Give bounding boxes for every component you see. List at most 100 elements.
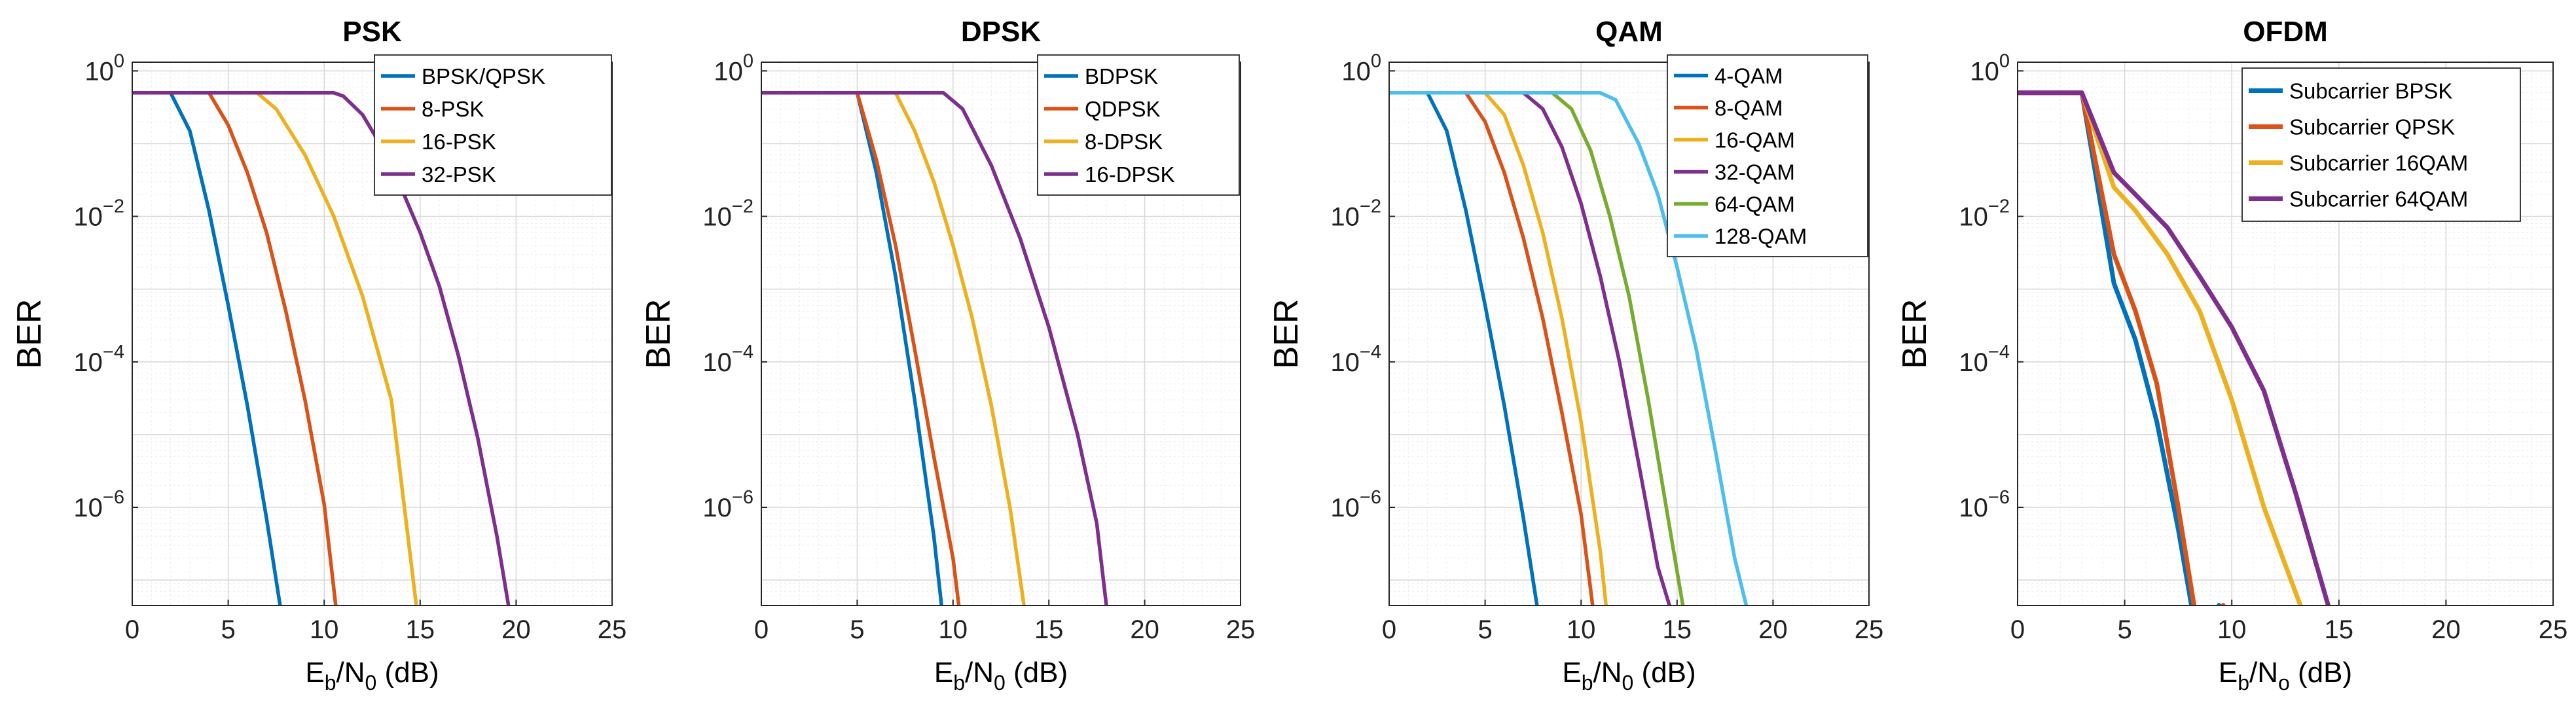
legend-entry: 16-PSK <box>422 130 496 154</box>
x-tick-label: 0 <box>754 615 769 644</box>
y-tick-label: 10−2 <box>1330 196 1381 232</box>
axes-box <box>761 62 1241 606</box>
x-tick-label: 25 <box>1226 615 1256 644</box>
y-tick-label: 100 <box>714 50 753 86</box>
y-axis-label: BER <box>1267 299 1305 369</box>
x-tick-label: 15 <box>2325 615 2354 644</box>
legend-entry: Subcarrier QPSK <box>2289 115 2455 139</box>
legend: Subcarrier BPSK Subcarrier QPSK Subcarrier… <box>2241 67 2521 222</box>
y-tick-label: 100 <box>84 50 124 86</box>
x-tick-label: 25 <box>2539 615 2568 644</box>
legend-entry: BDPSK <box>1085 64 1158 88</box>
series-line-bpsk-qpsk <box>132 91 282 606</box>
y-tick-label: 100 <box>1970 50 2010 86</box>
legend-entry: Subcarrier BPSK <box>2289 79 2452 103</box>
y-tick-label: 10−4 <box>1330 342 1381 377</box>
legend-entry: 64-QAM <box>1714 192 1795 217</box>
x-tick-label: 15 <box>1034 615 1064 644</box>
legend-entry: 32-QAM <box>1714 160 1795 185</box>
series-group <box>2018 90 2331 606</box>
legend-entry: Subcarrier 16QAM <box>2289 151 2468 175</box>
series-line-8-dpsk <box>761 91 1026 606</box>
chart-title: DPSK <box>961 16 1041 48</box>
y-tick-label: 100 <box>1341 50 1381 86</box>
series-group <box>132 91 511 606</box>
legend-entry: QDPSK <box>1085 97 1161 121</box>
x-tick-label: 5 <box>850 615 864 644</box>
series-line-8-qam <box>1389 91 1595 606</box>
axes-box <box>132 62 613 606</box>
legend-box <box>2241 67 2521 222</box>
y-axis-label: BER <box>10 299 48 369</box>
chart-panel-psk: 0 5 10 15 20 25 100 10−2 10−4 10−6 PSK BER Eb/N0 (dB… <box>10 16 626 695</box>
legend-entry: 8-DPSK <box>1085 130 1163 154</box>
x-tick-label: 10 <box>1567 615 1596 644</box>
x-axis-label: Eb/N0 (dB) <box>305 657 439 695</box>
legend-entry: 16-DPSK <box>1085 162 1175 187</box>
series-line-16-qam <box>1389 91 1608 606</box>
series-line-16-dpsk <box>761 91 1108 606</box>
x-axis-label: Eb/N0 (dB) <box>934 657 1068 695</box>
x-tick-label: 0 <box>2010 615 2025 644</box>
x-tick-label: 5 <box>1478 615 1492 644</box>
x-axis-label: Eb/No (dB) <box>2219 657 2352 695</box>
legend-entry: 32-PSK <box>422 162 496 187</box>
legend-box <box>374 54 612 196</box>
series-line-subcarrier-64qam <box>2018 90 2331 606</box>
axes-box <box>1388 62 1870 606</box>
series-line-8-psk <box>132 91 338 606</box>
y-tick-label: 10−6 <box>702 487 753 522</box>
x-tick-label: 0 <box>1382 615 1396 644</box>
series-line-16-psk <box>132 91 418 606</box>
x-tick-label: 15 <box>406 615 435 644</box>
legend-entry: 8-PSK <box>422 97 484 121</box>
y-tick-label: 10−4 <box>73 342 124 377</box>
chart-panel-qam: 0 5 10 15 20 25 100 10−2 10−4 10−6 QAM BER Eb/N0 (dB… <box>1267 16 1883 695</box>
series-line-subcarrier-qpsk <box>2018 90 2226 606</box>
legend: BDPSK QDPSK 8-DPSK 16-DPSK <box>1037 54 1240 196</box>
x-tick-label: 20 <box>1758 615 1788 644</box>
series-line-32-psk <box>132 91 511 606</box>
x-tick-label: 0 <box>125 615 139 644</box>
chart-title: QAM <box>1595 16 1663 48</box>
series-group <box>1389 91 1749 606</box>
y-tick-label: 10−6 <box>1330 487 1381 522</box>
x-axis-label: Eb/N0 (dB) <box>1562 657 1696 695</box>
x-tick-label: 25 <box>1855 615 1884 644</box>
legend-entry: 8-QAM <box>1714 96 1783 120</box>
x-tick-label: 5 <box>221 615 235 644</box>
x-tick-label: 10 <box>2217 615 2247 644</box>
chart-title: PSK <box>342 16 402 48</box>
legend-entry: 16-QAM <box>1714 128 1795 153</box>
y-tick-label: 10−4 <box>1959 342 2010 377</box>
chart-panel-ofdm: 0 5 10 15 20 25 100 10−2 10−4 10−6 OFDM BER Eb/No (d… <box>1896 16 2567 695</box>
legend-entry: Subcarrier 64QAM <box>2289 187 2468 211</box>
legend: BPSK/QPSK 8-PSK 16-PSK 32-PSK <box>374 54 612 196</box>
y-tick-label: 10−2 <box>702 196 753 232</box>
x-tick-label: 20 <box>1130 615 1159 644</box>
x-tick-label: 10 <box>310 615 339 644</box>
legend-entry: BPSK/QPSK <box>422 64 545 88</box>
x-tick-label: 15 <box>1663 615 1692 644</box>
y-tick-label: 10−6 <box>1959 487 2010 522</box>
legend-box <box>1667 54 1868 257</box>
legend: 4-QAM 8-QAM 16-QAM 32-QAM 64-QAM 128-QAM <box>1667 54 1868 257</box>
series-line-qdpsk <box>761 91 961 606</box>
y-tick-label: 10−4 <box>702 342 753 377</box>
y-tick-label: 10−6 <box>73 487 124 522</box>
series-group <box>761 91 1108 606</box>
x-tick-label: 25 <box>598 615 627 644</box>
x-tick-label: 10 <box>939 615 968 644</box>
legend-box <box>1037 54 1240 196</box>
y-tick-label: 10−2 <box>73 196 124 232</box>
legend-entry: 128-QAM <box>1714 225 1807 249</box>
y-axis-label: BER <box>1896 299 1934 369</box>
chart-title: OFDM <box>2243 16 2328 48</box>
y-axis-label: BER <box>640 299 678 369</box>
x-tick-label: 20 <box>501 615 531 644</box>
x-tick-label: 5 <box>2117 615 2132 644</box>
series-line-32-qam <box>1389 91 1671 606</box>
axes-box <box>2017 62 2554 606</box>
